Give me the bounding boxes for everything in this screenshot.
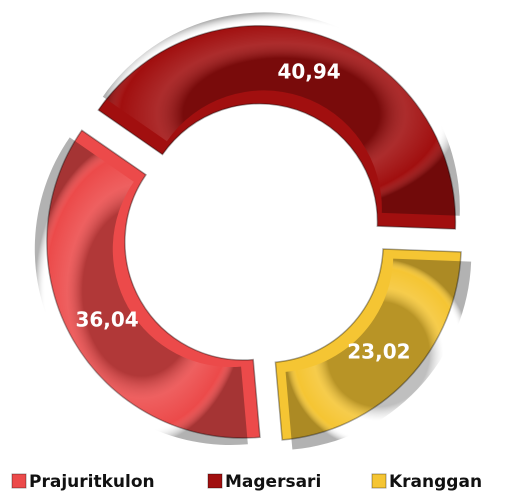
legend-label: Prajuritkulon [29,472,155,492]
slice [46,129,261,439]
value-label: 23,02 [347,339,410,363]
legend-swatch [11,473,27,489]
value-label: 36,04 [75,307,138,331]
slice [97,25,457,230]
legend-swatch [371,473,387,489]
legend-label: Magersari [225,472,321,492]
value-label: 40,94 [277,59,340,83]
legend-label: Kranggan [389,472,482,492]
legend-swatch [207,473,223,489]
